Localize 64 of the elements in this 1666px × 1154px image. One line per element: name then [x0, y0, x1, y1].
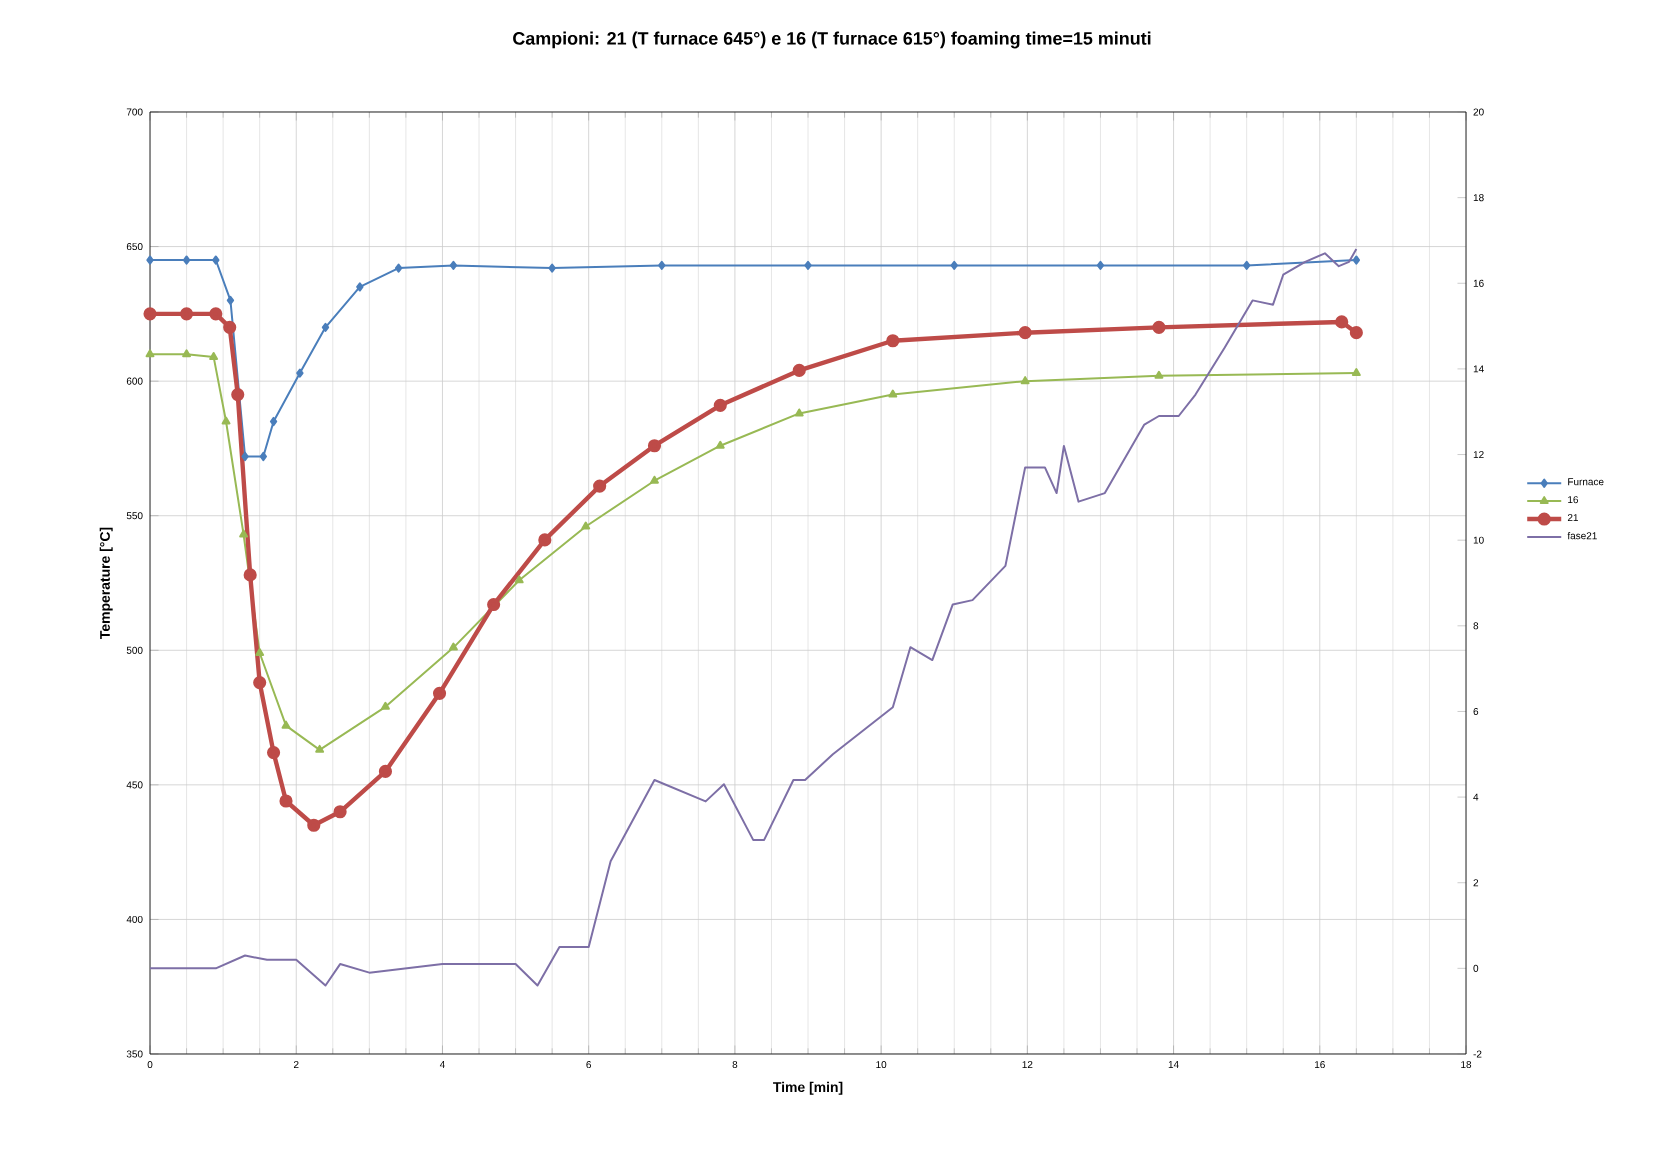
point: [1018, 326, 1032, 340]
point: [239, 529, 249, 538]
point: [226, 295, 235, 305]
point: [296, 368, 304, 378]
point: [259, 451, 268, 462]
point: [243, 568, 257, 582]
point: [487, 597, 501, 612]
point: [1352, 255, 1361, 265]
point: [321, 322, 330, 332]
point: [333, 805, 347, 819]
point: [514, 575, 524, 584]
point: [792, 363, 806, 377]
point: [315, 744, 325, 753]
point: [253, 676, 267, 690]
point: [221, 416, 231, 425]
point: [307, 818, 321, 832]
chart-title: Campioni: 21 (T furnace 645°) e 16 (T furnace 615°) foaming time=15 minuti: [513, 31, 1151, 49]
point: [378, 764, 393, 778]
point: [658, 260, 666, 270]
point: [182, 349, 192, 358]
point: [1154, 370, 1164, 379]
point: [394, 263, 403, 273]
point: [432, 686, 447, 700]
point: [886, 334, 900, 348]
point: [804, 260, 812, 270]
point: [548, 263, 556, 273]
point: [794, 408, 804, 417]
point: [647, 439, 662, 453]
point: [538, 533, 552, 547]
point: [593, 479, 607, 493]
point: [1335, 315, 1349, 329]
point: [1020, 376, 1030, 385]
point: [1351, 368, 1361, 377]
point: [180, 307, 194, 321]
point: [255, 647, 265, 656]
point: [145, 349, 155, 358]
point: [241, 451, 249, 462]
point: [650, 475, 659, 484]
point: [715, 440, 725, 449]
point: [356, 282, 364, 292]
point: [449, 260, 458, 270]
point: [950, 260, 958, 270]
point: [281, 720, 291, 729]
point: [143, 307, 157, 321]
point: [223, 320, 237, 334]
point: [279, 794, 293, 808]
point: [231, 388, 245, 402]
point: [1152, 320, 1166, 334]
point: [269, 416, 278, 427]
point: [209, 351, 219, 360]
point: [581, 521, 591, 530]
point: [448, 642, 458, 651]
point: [212, 255, 220, 265]
point: [146, 255, 154, 265]
point: [713, 398, 727, 412]
point: [182, 255, 191, 265]
point: [209, 307, 223, 321]
point: [1242, 260, 1251, 270]
point: [888, 389, 898, 398]
point: [1349, 326, 1363, 340]
point: [1096, 260, 1105, 270]
point: [267, 745, 281, 760]
point: [380, 701, 390, 710]
line-series: [150, 248, 1358, 987]
